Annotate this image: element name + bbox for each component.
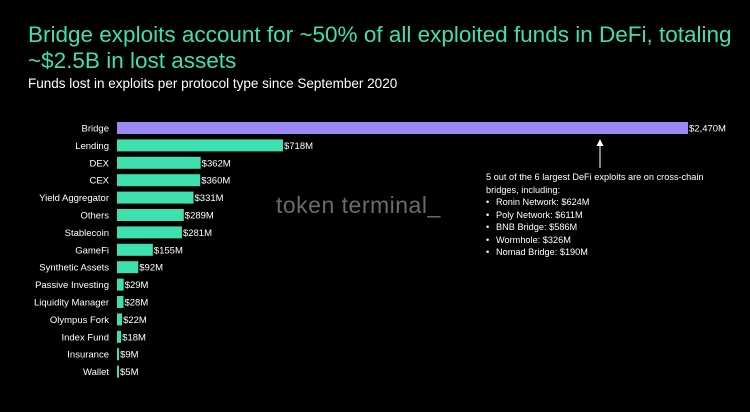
category-label: Yield Aggregator [39,193,109,204]
bar-index-fund [117,330,122,343]
bar-gamefi [117,243,153,256]
category-label: Stablecoin [65,228,109,239]
category-label: Insurance [67,350,109,361]
annotation-item: Ronin Network: $624M [486,196,731,209]
chart-title: Bridge exploits account for ~50% of all … [28,22,732,73]
bar-insurance [117,348,120,361]
bar-olympus-fork [117,313,123,326]
value-label: $2,470M [689,124,726,135]
value-label: $5M [120,367,139,378]
value-label: $718M [284,141,313,152]
value-label: $29M [125,280,149,291]
bar-lending [117,139,283,152]
annotation-arrow [596,139,604,168]
watermark-logo: token terminal_ [276,192,441,218]
category-label: CEX [89,176,109,187]
category-label: Olympus Fork [50,315,109,326]
value-label: $289M [185,211,214,222]
annotation-box: 5 out of the 6 largest DeFi exploits are… [486,171,731,259]
bar-bridge [117,122,688,134]
bar-liquidity-manager [117,296,124,308]
bar-synthetic-assets [117,261,139,274]
value-label: $331M [195,193,224,204]
annotation-item: Wormhole: $326M [486,234,731,247]
value-label: $28M [124,298,148,309]
chart-subtitle: Funds lost in exploits per protocol type… [28,76,398,91]
category-label: GameFi [75,245,109,256]
category-label: Bridge [82,124,109,135]
annotation-intro: 5 out of the 6 largest DeFi exploits are… [486,172,704,195]
bar-stablecoin [117,226,182,239]
value-label: $155M [154,245,183,256]
value-label: $22M [123,315,147,326]
annotation-item: BNB Bridge: $586M [486,221,731,234]
bar-yield-aggregator [117,191,194,204]
value-label: $281M [183,228,212,239]
value-label: $9M [120,350,139,361]
category-label: Passive Investing [35,280,109,291]
annotation-item: Poly Network: $611M [486,209,731,222]
bar-cex [117,174,201,187]
category-label: Others [80,211,109,222]
value-label: $92M [139,263,163,274]
category-label: Wallet [83,367,109,378]
category-label: DEX [89,158,109,169]
annotation-list: Ronin Network: $624M Poly Network: $611M… [486,196,731,259]
bar-wallet [117,365,119,378]
annotation-item: Nomad Bridge: $190M [486,246,731,259]
bars-layer: Bridge $2,470M Lending $718M DEX $362M CEX $360… [34,122,726,378]
value-label: $18M [122,332,146,343]
category-label: Index Fund [61,332,109,343]
value-label: $360M [201,176,230,187]
bar-passive-investing [117,278,124,291]
category-label: Liquidity Manager [34,298,109,309]
category-label: Lending [75,141,109,152]
value-label: $362M [202,158,231,169]
bar-others [117,209,184,221]
category-label: Synthetic Assets [39,263,109,274]
bar-dex [117,156,201,169]
